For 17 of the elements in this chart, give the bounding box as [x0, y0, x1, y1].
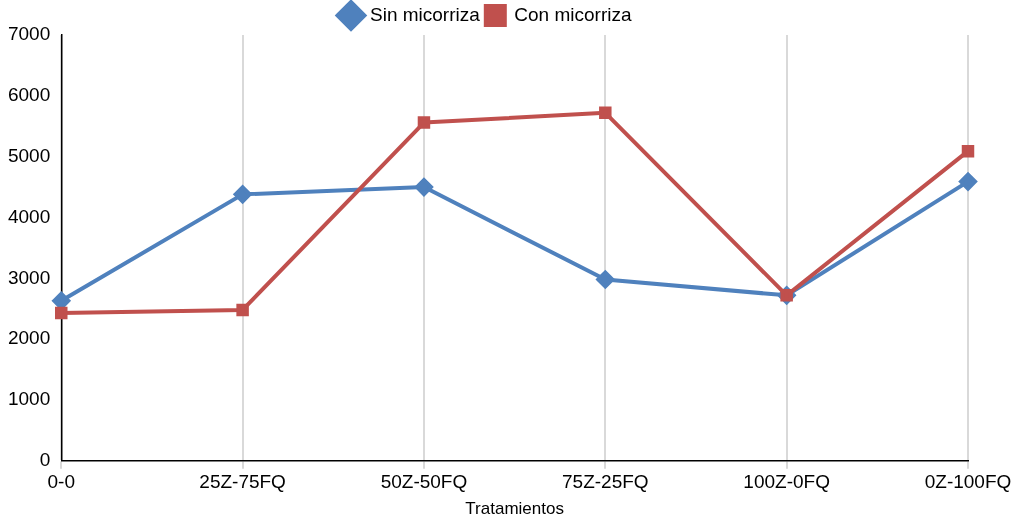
y-tick-label: 0 [39, 449, 51, 471]
legend-label: Sin micorriza [370, 3, 481, 25]
x-tick-label: 25Z-75FQ [199, 471, 286, 493]
y-tick-label: 6000 [7, 84, 51, 106]
y-tick-label: 5000 [7, 144, 51, 166]
x-tick-label: 100Z-0FQ [743, 471, 830, 493]
x-axis-title: Tratamientos [465, 499, 564, 519]
x-tick-label: 50Z-50FQ [380, 471, 468, 493]
x-tick-label: 0Z-100FQ [924, 471, 1012, 493]
y-tick-label: 4000 [7, 205, 51, 227]
y-tick-label: 7000 [7, 23, 51, 45]
y-tick-label: 1000 [7, 388, 51, 410]
x-tick-label: 75Z-25FQ [562, 471, 649, 493]
legend-label: Con micorriza [514, 3, 632, 25]
y-tick-label: 3000 [7, 266, 51, 288]
y-tick-label: 2000 [7, 327, 51, 349]
x-tick-label: 0-0 [47, 471, 75, 493]
